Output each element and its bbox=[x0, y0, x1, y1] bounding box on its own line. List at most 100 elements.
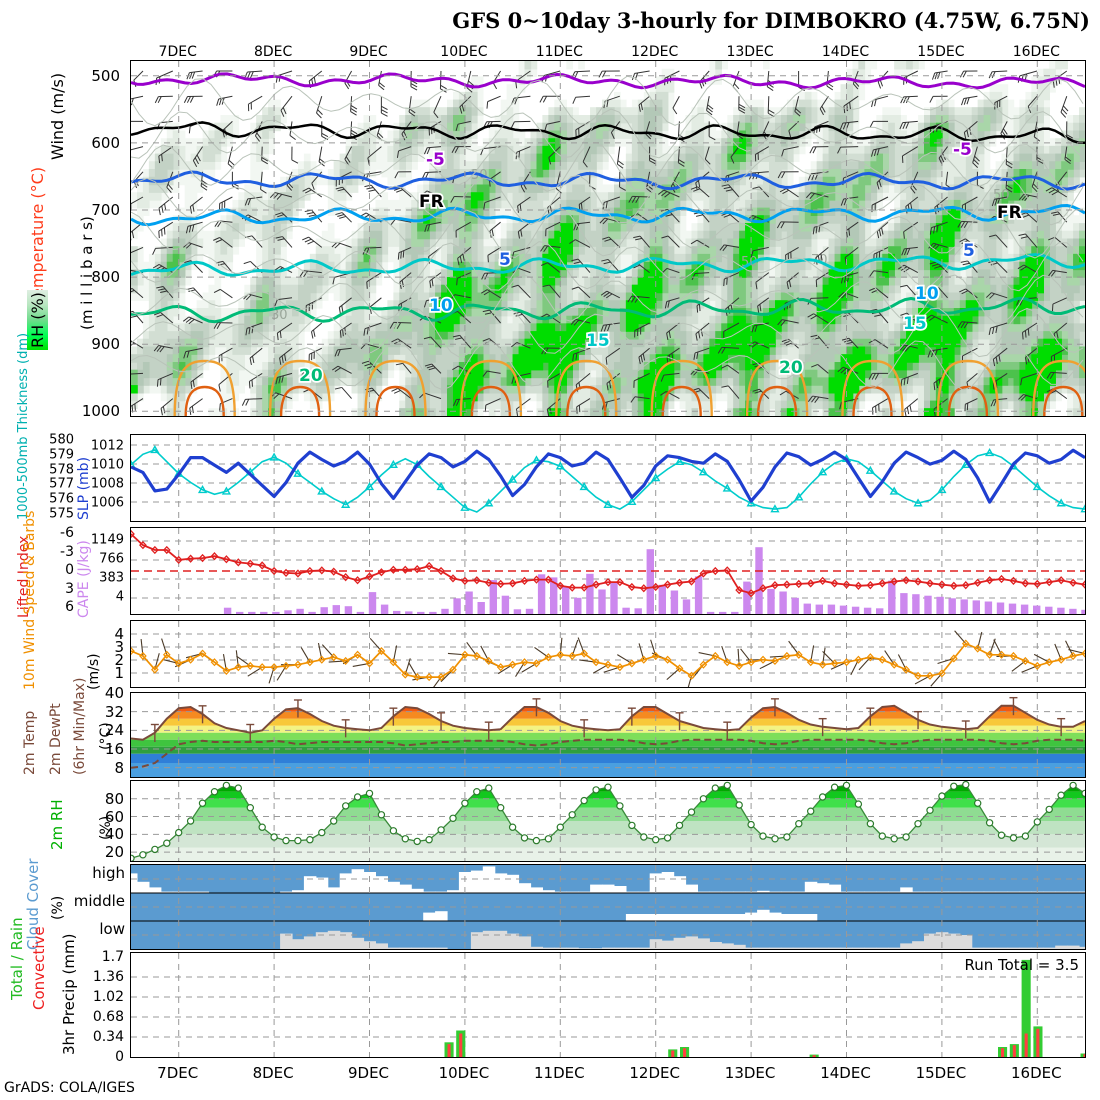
label-cape: CAPE (J/kg) bbox=[76, 540, 92, 618]
label-wind: Wind (m/s) bbox=[48, 72, 67, 160]
y-tick: 580 bbox=[49, 432, 74, 448]
svg-text:10: 10 bbox=[429, 296, 453, 316]
label-wind10m-units: (m/s) bbox=[86, 653, 102, 690]
y-tick: 900 bbox=[91, 335, 120, 354]
svg-text:30: 30 bbox=[271, 308, 288, 323]
label-dewpt2m: 2m DewPt bbox=[48, 703, 64, 775]
svg-text:15: 15 bbox=[903, 314, 927, 334]
temp2m-plot bbox=[131, 693, 1085, 777]
y-tick: -3 bbox=[60, 543, 74, 560]
bottom-date-label: 12DEC bbox=[629, 1064, 680, 1082]
slp-thickness-panel bbox=[130, 434, 1086, 522]
label-rh2m-units: (%) bbox=[98, 815, 114, 840]
y-tick: 1 bbox=[114, 664, 124, 682]
y-tick: 0.68 bbox=[92, 1009, 124, 1025]
y-tick: 700 bbox=[91, 200, 120, 219]
bottom-date-label: 14DEC bbox=[820, 1064, 871, 1082]
temp2m-yticks: 40 32 24 16 8 bbox=[0, 684, 128, 778]
cape-li-plot bbox=[131, 528, 1085, 614]
label-slp: SLP (mb) bbox=[76, 456, 92, 520]
bottom-date-label: 13DEC bbox=[724, 1064, 776, 1082]
y-tick: 1.02 bbox=[92, 989, 124, 1005]
svg-text:FR: FR bbox=[997, 203, 1022, 223]
y-tick: 0 bbox=[115, 1049, 124, 1065]
credit-text: GrADS: COLA/IGES bbox=[4, 1080, 135, 1096]
bottom-date-label: 15DEC bbox=[915, 1064, 967, 1082]
wind10m-panel bbox=[130, 620, 1086, 688]
y-tick: 4 bbox=[114, 625, 124, 643]
y-tick: 0 bbox=[65, 562, 74, 578]
cloud-cover-plot bbox=[131, 865, 1085, 949]
top-date-label: 15DEC bbox=[917, 44, 965, 60]
label-temperature: Temperature (°C) bbox=[28, 166, 47, 305]
y-tick: 1010 bbox=[90, 457, 124, 473]
y-tick: 24 bbox=[104, 721, 124, 740]
y-tick: 2 bbox=[114, 651, 124, 669]
y-tick: 578 bbox=[49, 462, 74, 478]
y-tick: 80 bbox=[104, 789, 124, 808]
cloud-row-label: low bbox=[99, 919, 125, 938]
top-date-label: 9DEC bbox=[349, 44, 388, 60]
top-date-label: 12DEC bbox=[631, 44, 679, 60]
svg-text:10: 10 bbox=[915, 284, 939, 304]
y-tick: 1008 bbox=[90, 476, 124, 492]
cloud-cover-panel bbox=[130, 864, 1086, 950]
label-minmax: (6hr Min/Max) bbox=[72, 677, 88, 775]
cloud-row-label: middle bbox=[73, 891, 125, 910]
top-date-label: 8DEC bbox=[253, 44, 293, 60]
svg-text:-5: -5 bbox=[953, 140, 972, 160]
svg-text:15: 15 bbox=[586, 331, 610, 351]
label-temp2m-units: (°C) bbox=[98, 722, 114, 750]
y-tick: 600 bbox=[91, 133, 120, 152]
y-tick: 6 bbox=[65, 599, 74, 615]
precip-yticks: 1.7 1.36 1.02 0.68 0.34 0 bbox=[0, 949, 128, 1065]
y-tick: 60 bbox=[104, 807, 124, 826]
page-title: GFS 0~10day 3-hourly for DIMBOKRO (4.75W… bbox=[452, 8, 1090, 33]
svg-text:5: 5 bbox=[963, 241, 975, 261]
svg-text:FR: FR bbox=[419, 192, 444, 212]
upper-air-panel: 30 50 50 70 50 -5 -5 FR FR 5 5 10 10 15 15 20 20 bbox=[130, 60, 1086, 417]
label-temp2m: 2m Temp bbox=[22, 710, 38, 775]
label-wind10m: 10m Wind Speed & Barbs bbox=[22, 510, 38, 690]
top-date-label: 13DEC bbox=[726, 44, 774, 60]
svg-text:5: 5 bbox=[499, 250, 511, 270]
y-tick: 579 bbox=[49, 447, 74, 463]
precip-plot bbox=[131, 953, 1085, 1057]
cloud-row-label: high bbox=[92, 863, 125, 882]
rh2m-plot bbox=[131, 781, 1085, 861]
temp2m-panel bbox=[130, 692, 1086, 778]
precip-panel: Run Total = 3.5 bbox=[130, 952, 1086, 1058]
bottom-date-label: 16DEC bbox=[1011, 1064, 1062, 1082]
y-tick: 1000 bbox=[81, 402, 120, 421]
label-thickness: 1000-500mb Thickness (dm) bbox=[16, 332, 31, 520]
bottom-date-label: 11DEC bbox=[534, 1064, 585, 1082]
label-cloud-units: (%) bbox=[50, 895, 66, 920]
y-tick: 4 bbox=[115, 589, 124, 605]
y-tick: 40 bbox=[104, 825, 124, 844]
bottom-date-label: 10DEC bbox=[438, 1064, 490, 1082]
y-tick: 383 bbox=[99, 570, 124, 586]
bottom-date-label: 8DEC bbox=[252, 1064, 294, 1082]
svg-text:50: 50 bbox=[993, 188, 1010, 203]
y-tick: 800 bbox=[91, 268, 120, 287]
y-tick: 8 bbox=[114, 758, 124, 777]
label-precip-total: Total / Rain bbox=[8, 917, 26, 1000]
top-date-label: 11DEC bbox=[535, 44, 583, 60]
y-tick: 0.34 bbox=[92, 1029, 124, 1045]
y-tick: 20 bbox=[104, 843, 124, 862]
top-date-label: 14DEC bbox=[821, 44, 870, 60]
y-tick: 32 bbox=[104, 702, 124, 721]
svg-text:20: 20 bbox=[779, 358, 803, 378]
cape-li-panel bbox=[130, 527, 1086, 615]
y-tick: 1149 bbox=[90, 532, 124, 548]
upper-air-yticks: 500 600 700 800 900 1000 bbox=[0, 60, 128, 421]
y-tick: 16 bbox=[104, 740, 124, 758]
label-rh2m: 2m RH bbox=[48, 799, 66, 850]
bottom-date-label: 7DEC bbox=[157, 1064, 199, 1082]
y-tick: 3 bbox=[65, 580, 74, 597]
bottom-date-label: 9DEC bbox=[347, 1064, 390, 1082]
y-tick: 766 bbox=[99, 551, 124, 567]
y-tick: 40 bbox=[104, 684, 124, 702]
top-date-label: 7DEC bbox=[158, 44, 197, 60]
